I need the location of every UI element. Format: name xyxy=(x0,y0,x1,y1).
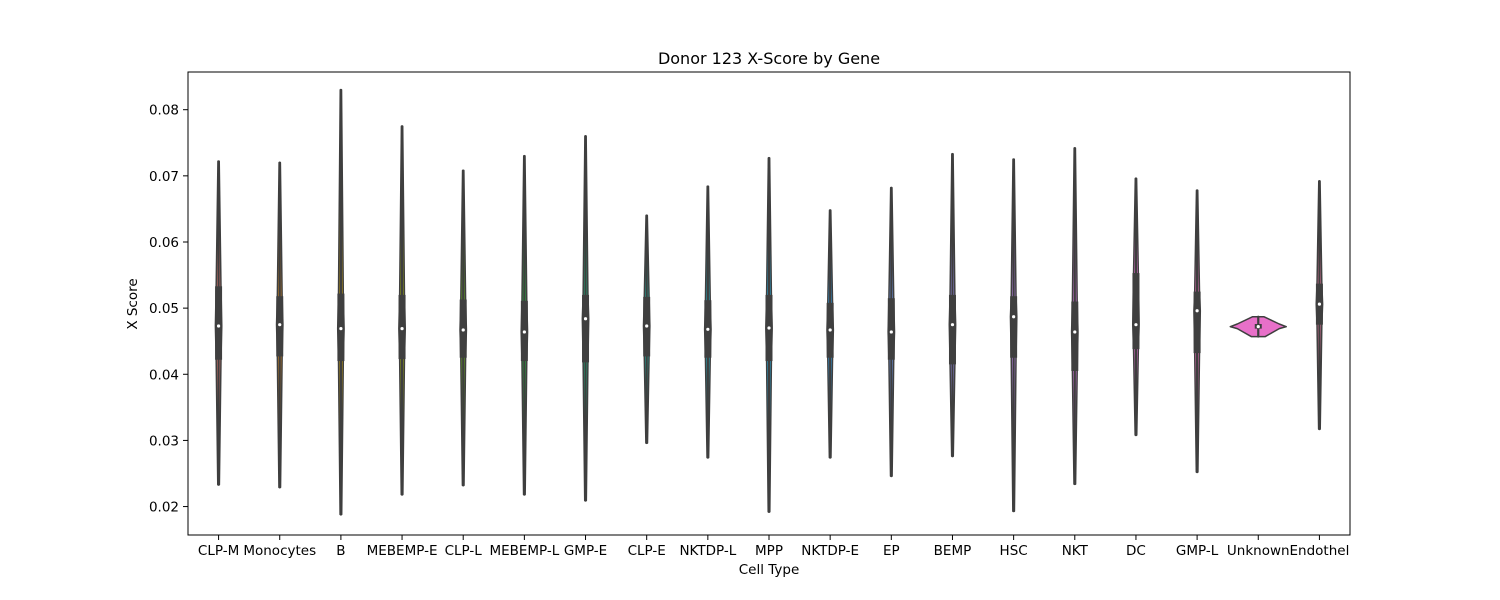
chart-title: Donor 123 X-Score by Gene xyxy=(658,49,880,68)
violin xyxy=(826,209,835,459)
x-axis: CLP-M Monocytes B MEBEMP-E CLP-L MEBEMP-L GMP-… xyxy=(198,535,1349,559)
y-axis: 0.02 0.03 0.04 0.05 0.06 0.07 0.08 xyxy=(149,103,188,516)
y-tick-label: 0.05 xyxy=(149,301,179,317)
violin xyxy=(703,185,712,459)
violin-median-dot xyxy=(1012,315,1016,319)
plot-frame xyxy=(187,71,1351,536)
violin-median-dot xyxy=(1195,309,1199,313)
x-axis-label: Cell Type xyxy=(739,562,800,578)
violin-median-dot xyxy=(522,330,526,334)
x-tick-label: NKT xyxy=(1062,543,1089,559)
violin-median-dot xyxy=(1256,325,1260,329)
violin xyxy=(642,214,651,445)
violin-median-dot xyxy=(461,328,465,332)
violin xyxy=(1009,158,1018,513)
violin xyxy=(1132,177,1140,437)
violin-median-dot xyxy=(583,317,588,321)
violin xyxy=(398,125,407,496)
x-tick-label: MEBEMP-L xyxy=(489,543,559,559)
violin-median-dot xyxy=(1317,302,1322,306)
violin xyxy=(948,152,957,458)
violin xyxy=(275,161,284,489)
violin xyxy=(1229,315,1288,338)
violin xyxy=(765,156,773,513)
violin xyxy=(1070,146,1079,486)
x-tick-label: Monocytes xyxy=(243,543,316,559)
violin-median-dot xyxy=(828,328,832,332)
violin xyxy=(336,88,345,516)
violin xyxy=(1315,180,1324,431)
violin xyxy=(459,169,468,487)
violin-median-dot xyxy=(706,327,710,331)
violin-iqr-box xyxy=(887,298,895,360)
violin-iqr-box xyxy=(1132,273,1140,350)
violin xyxy=(887,186,896,478)
y-tick-label: 0.02 xyxy=(149,500,179,516)
x-tick-label: GMP-L xyxy=(1176,543,1219,559)
y-tick-label: 0.08 xyxy=(149,103,179,119)
violin-median-dot xyxy=(400,327,404,331)
x-tick-label: EP xyxy=(883,543,900,559)
violins-layer xyxy=(214,88,1324,516)
x-tick-label: HSC xyxy=(1000,543,1028,559)
x-tick-label: BEMP xyxy=(934,543,972,559)
violin xyxy=(581,135,590,502)
violin-iqr-box xyxy=(1193,291,1201,354)
y-axis-label: X Score xyxy=(125,278,141,329)
y-tick-label: 0.03 xyxy=(149,433,179,449)
x-tick-label: NKTDP-L xyxy=(679,543,736,559)
violin-iqr-box xyxy=(582,294,590,363)
violin xyxy=(1193,189,1202,474)
violin-median-dot xyxy=(1073,330,1077,334)
violin-median-dot xyxy=(950,323,955,327)
violin-median-dot xyxy=(1134,323,1138,327)
violin-iqr-box xyxy=(215,286,223,360)
x-tick-label: NKTDP-E xyxy=(801,543,859,559)
violin-iqr-box xyxy=(276,296,284,357)
violin xyxy=(520,154,529,496)
violin-median-dot xyxy=(216,324,221,328)
violin-iqr-box xyxy=(948,294,956,365)
violin-median-dot xyxy=(889,330,893,334)
x-tick-label: DC xyxy=(1126,543,1146,559)
x-tick-label: Endothel xyxy=(1290,543,1350,559)
y-tick-label: 0.07 xyxy=(149,169,179,185)
x-tick-label: CLP-L xyxy=(445,543,483,559)
violin-iqr-box xyxy=(1071,301,1079,371)
x-tick-label: Unknown xyxy=(1227,543,1290,559)
x-tick-label: CLP-M xyxy=(198,543,239,559)
x-tick-label: B xyxy=(336,543,345,559)
violin-iqr-box xyxy=(1010,296,1018,358)
violin-median-dot xyxy=(339,327,343,331)
x-tick-label: MPP xyxy=(755,543,783,559)
y-tick-label: 0.06 xyxy=(149,235,179,251)
violin-iqr-box xyxy=(398,294,406,360)
violin-median-dot xyxy=(278,323,282,327)
y-tick-label: 0.04 xyxy=(149,367,179,383)
violin-median-dot xyxy=(767,326,771,330)
x-tick-label: CLP-E xyxy=(628,543,666,559)
x-tick-label: GMP-E xyxy=(564,543,607,559)
x-tick-label: MEBEMP-E xyxy=(367,543,438,559)
violin-median-dot xyxy=(645,324,649,328)
violin xyxy=(214,160,223,486)
